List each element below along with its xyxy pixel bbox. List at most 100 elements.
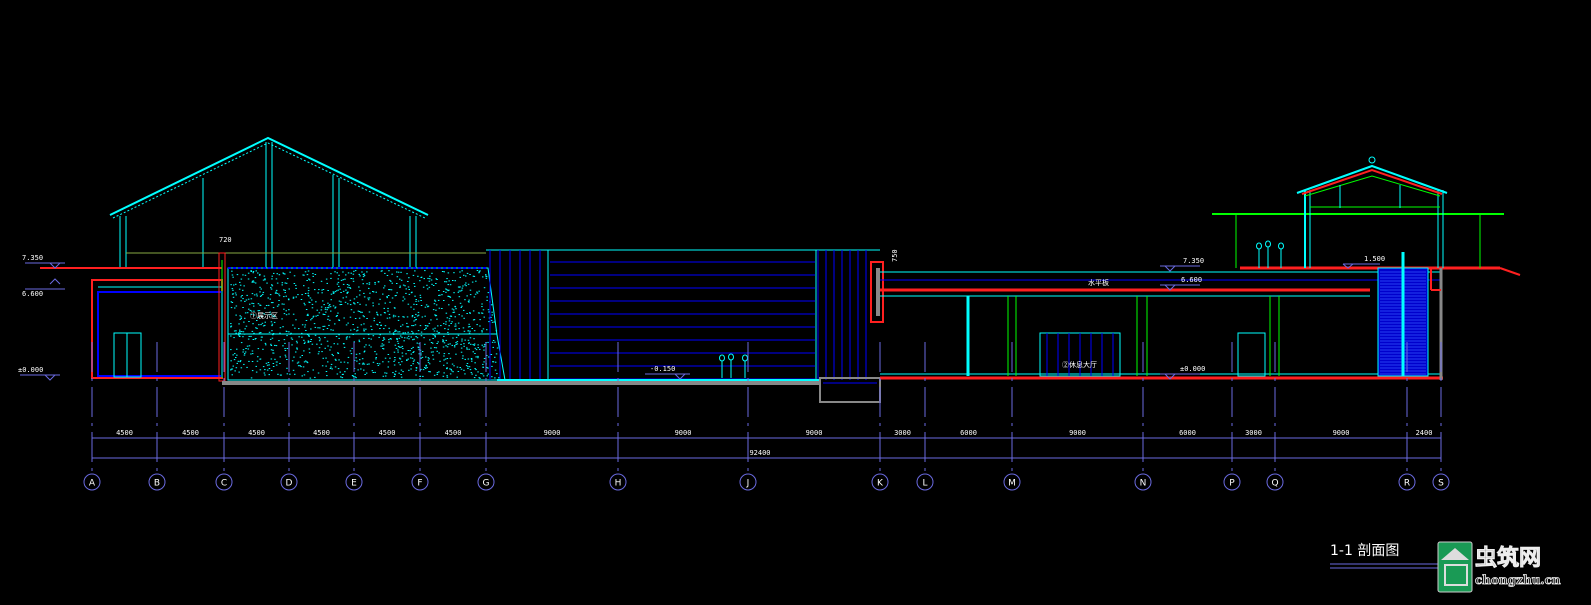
hatch-dot: [314, 376, 316, 378]
hatch-dot: [464, 299, 466, 301]
hatch-dot: [454, 316, 456, 318]
hatch-dot: [382, 340, 384, 341]
hatch-dot: [260, 324, 262, 326]
hatch-dot: [442, 340, 445, 342]
hatch-dot: [462, 285, 464, 287]
hatch-dot: [338, 274, 340, 276]
hatch-dot: [389, 338, 392, 339]
hatch-dot: [468, 348, 470, 350]
hatch-dot: [319, 338, 321, 340]
hatch-dot: [271, 285, 274, 287]
hatch-dot: [393, 351, 396, 353]
hatch-dot: [345, 289, 347, 291]
hatch-dot: [340, 301, 342, 303]
hatch-dot: [447, 328, 449, 330]
hatch-dot: [250, 298, 253, 300]
hatch-dot: [438, 294, 440, 296]
axis-label: K: [877, 479, 884, 489]
hatch-dot: [292, 369, 295, 371]
hatch-dot: [322, 357, 324, 359]
hatch-dot: [307, 340, 310, 342]
hatch-dot: [330, 363, 333, 365]
hatch-dot: [378, 363, 381, 365]
hatch-dot: [453, 311, 456, 313]
hatch-dot: [331, 368, 333, 370]
hatch-dot: [247, 348, 249, 350]
hatch-dot: [469, 326, 471, 328]
hatch-dot: [264, 321, 266, 323]
hatch-dot: [377, 314, 379, 316]
hatch-dot: [303, 339, 305, 341]
hatch-dot: [271, 323, 274, 325]
hatch-dot: [472, 310, 475, 312]
hatch-dot: [308, 352, 311, 354]
hatch-dot: [418, 343, 420, 345]
hatch-dot: [251, 302, 253, 304]
hatch-dot: [240, 316, 243, 318]
hatch-dot: [259, 358, 261, 360]
hatch-dot: [248, 360, 250, 362]
hatch-dot: [317, 327, 319, 329]
hatch-dot: [286, 348, 289, 349]
hatch-dot: [413, 308, 415, 310]
hatch-dot: [233, 359, 236, 361]
hatch-dot: [344, 371, 346, 373]
hatch-dot: [394, 374, 396, 376]
hatch-dot: [377, 364, 380, 366]
hatch-dot: [327, 318, 329, 320]
hatch-dot: [460, 290, 462, 292]
hatch-dot: [332, 291, 334, 293]
hatch-dot: [430, 351, 433, 353]
hatch-dot: [285, 314, 288, 316]
hatch-dot: [353, 328, 356, 330]
hatch-dot: [393, 376, 396, 377]
hatch-dot: [282, 272, 284, 274]
hatch-dot: [276, 273, 278, 275]
hatch-dot: [372, 335, 375, 337]
hatch-dot: [245, 348, 247, 349]
hatch-dot: [403, 298, 406, 300]
hatch-dot: [384, 325, 387, 327]
hatch-dot: [478, 272, 480, 274]
hatch-dot: [468, 342, 470, 344]
hatch-dot: [434, 300, 437, 302]
hatch-dot: [426, 284, 428, 286]
hatch-dot: [407, 326, 410, 328]
hatch-dot: [360, 324, 363, 326]
hatch-dot: [393, 334, 395, 335]
hatch-dot: [361, 271, 363, 273]
hatch-dot: [416, 342, 418, 344]
hatch-dot: [380, 324, 382, 326]
hatch-dot: [413, 283, 415, 284]
hatch-dot: [335, 359, 337, 361]
hatch-dot: [478, 333, 481, 335]
axis-bubble: [1134, 473, 1152, 491]
hatch-dot: [468, 332, 471, 334]
hatch-dot: [350, 353, 353, 355]
hatch-dot: [305, 320, 308, 321]
hatch-dot: [259, 273, 261, 275]
hatch-dot: [324, 314, 326, 315]
hatch-dot: [417, 363, 420, 365]
hatch-dot: [402, 296, 405, 298]
hatch-dot: [472, 275, 475, 277]
axis-bubble: [83, 473, 101, 491]
hatch-dot: [445, 345, 447, 347]
hatch-dot: [366, 283, 368, 285]
hatch-dot: [335, 336, 338, 337]
hatch-dot: [241, 295, 243, 296]
hatch-dot: [365, 344, 367, 346]
hatch-dot: [337, 352, 339, 354]
hatch-dot: [307, 294, 310, 296]
hatch-dot: [430, 347, 432, 349]
hatch-dot: [317, 292, 319, 294]
hatch-dot: [490, 354, 493, 355]
span-dimension: 4500: [313, 429, 330, 437]
hatch-dot: [370, 338, 372, 340]
hatch-dot: [365, 304, 367, 306]
hatch-dot: [426, 367, 428, 369]
hatch-dot: [257, 348, 260, 350]
hatch-dot: [286, 359, 288, 360]
hatch-dot: [302, 274, 304, 276]
room-label: 水平板: [1088, 278, 1109, 287]
